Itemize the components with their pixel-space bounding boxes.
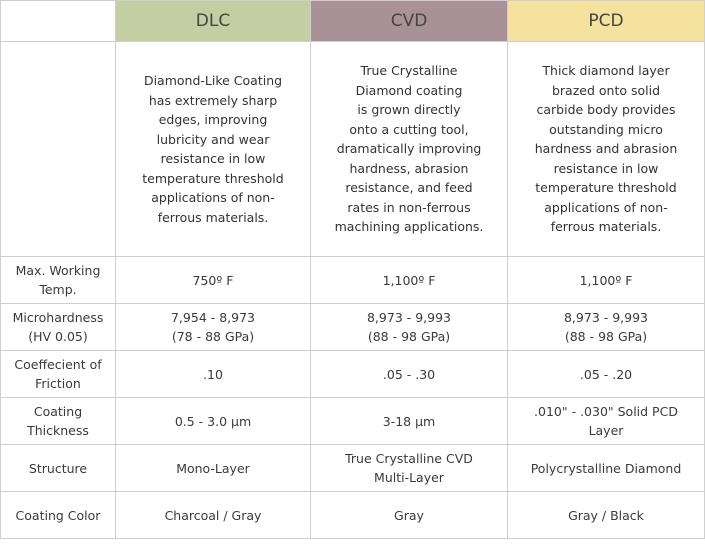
cell-cvd: 3-18 µm (310, 397, 508, 445)
cell-cvd: Gray (310, 491, 508, 539)
description-pcd: Thick diamond layer brazed onto solid ca… (507, 41, 705, 257)
cell-dlc: .10 (115, 350, 311, 398)
table-row: Coating Thickness 0.5 - 3.0 µm 3-18 µm .… (0, 397, 705, 445)
cell-pcd: .010" - .030" Solid PCD Layer (507, 397, 705, 445)
cell-pcd: .05 - .20 (507, 350, 705, 398)
coating-comparison-table: DLC CVD PCD Diamond-Like Coating has ext… (0, 0, 705, 539)
cell-dlc: 750º F (115, 256, 311, 304)
cell-dlc: Charcoal / Gray (115, 491, 311, 539)
table-row: Coating Color Charcoal / Gray Gray Gray … (0, 491, 705, 539)
row-label: Coeffecient of Friction (0, 350, 116, 398)
cell-pcd: Polycrystalline Diamond (507, 444, 705, 492)
cell-pcd: 1,100º F (507, 256, 705, 304)
cell-cvd: 1,100º F (310, 256, 508, 304)
cell-cvd: .05 - .30 (310, 350, 508, 398)
header-row: DLC CVD PCD (0, 0, 705, 42)
row-label: Max. Working Temp. (0, 256, 116, 304)
description-cvd: True Crystalline Diamond coating is grow… (310, 41, 508, 257)
cell-cvd: 8,973 - 9,993 (88 - 98 GPa) (310, 303, 508, 351)
cell-dlc: 0.5 - 3.0 µm (115, 397, 311, 445)
table-row: Structure Mono-Layer True Crystalline CV… (0, 444, 705, 492)
cell-dlc: Mono-Layer (115, 444, 311, 492)
cell-dlc: 7,954 - 8,973 (78 - 88 GPa) (115, 303, 311, 351)
cell-pcd: Gray / Black (507, 491, 705, 539)
table-row: Coeffecient of Friction .10 .05 - .30 .0… (0, 350, 705, 398)
table-row: Microhardness (HV 0.05) 7,954 - 8,973 (7… (0, 303, 705, 351)
cell-cvd: True Crystalline CVD Multi-Layer (310, 444, 508, 492)
description-label (0, 41, 116, 257)
row-label: Microhardness (HV 0.05) (0, 303, 116, 351)
row-label: Structure (0, 444, 116, 492)
corner-cell (0, 0, 116, 42)
header-cvd: CVD (310, 0, 508, 42)
header-dlc: DLC (115, 0, 311, 42)
row-label: Coating Thickness (0, 397, 116, 445)
table-row: Max. Working Temp. 750º F 1,100º F 1,100… (0, 256, 705, 304)
row-label: Coating Color (0, 491, 116, 539)
description-dlc: Diamond-Like Coating has extremely sharp… (115, 41, 311, 257)
description-row: Diamond-Like Coating has extremely sharp… (0, 41, 705, 257)
cell-pcd: 8,973 - 9,993 (88 - 98 GPa) (507, 303, 705, 351)
header-pcd: PCD (507, 0, 705, 42)
